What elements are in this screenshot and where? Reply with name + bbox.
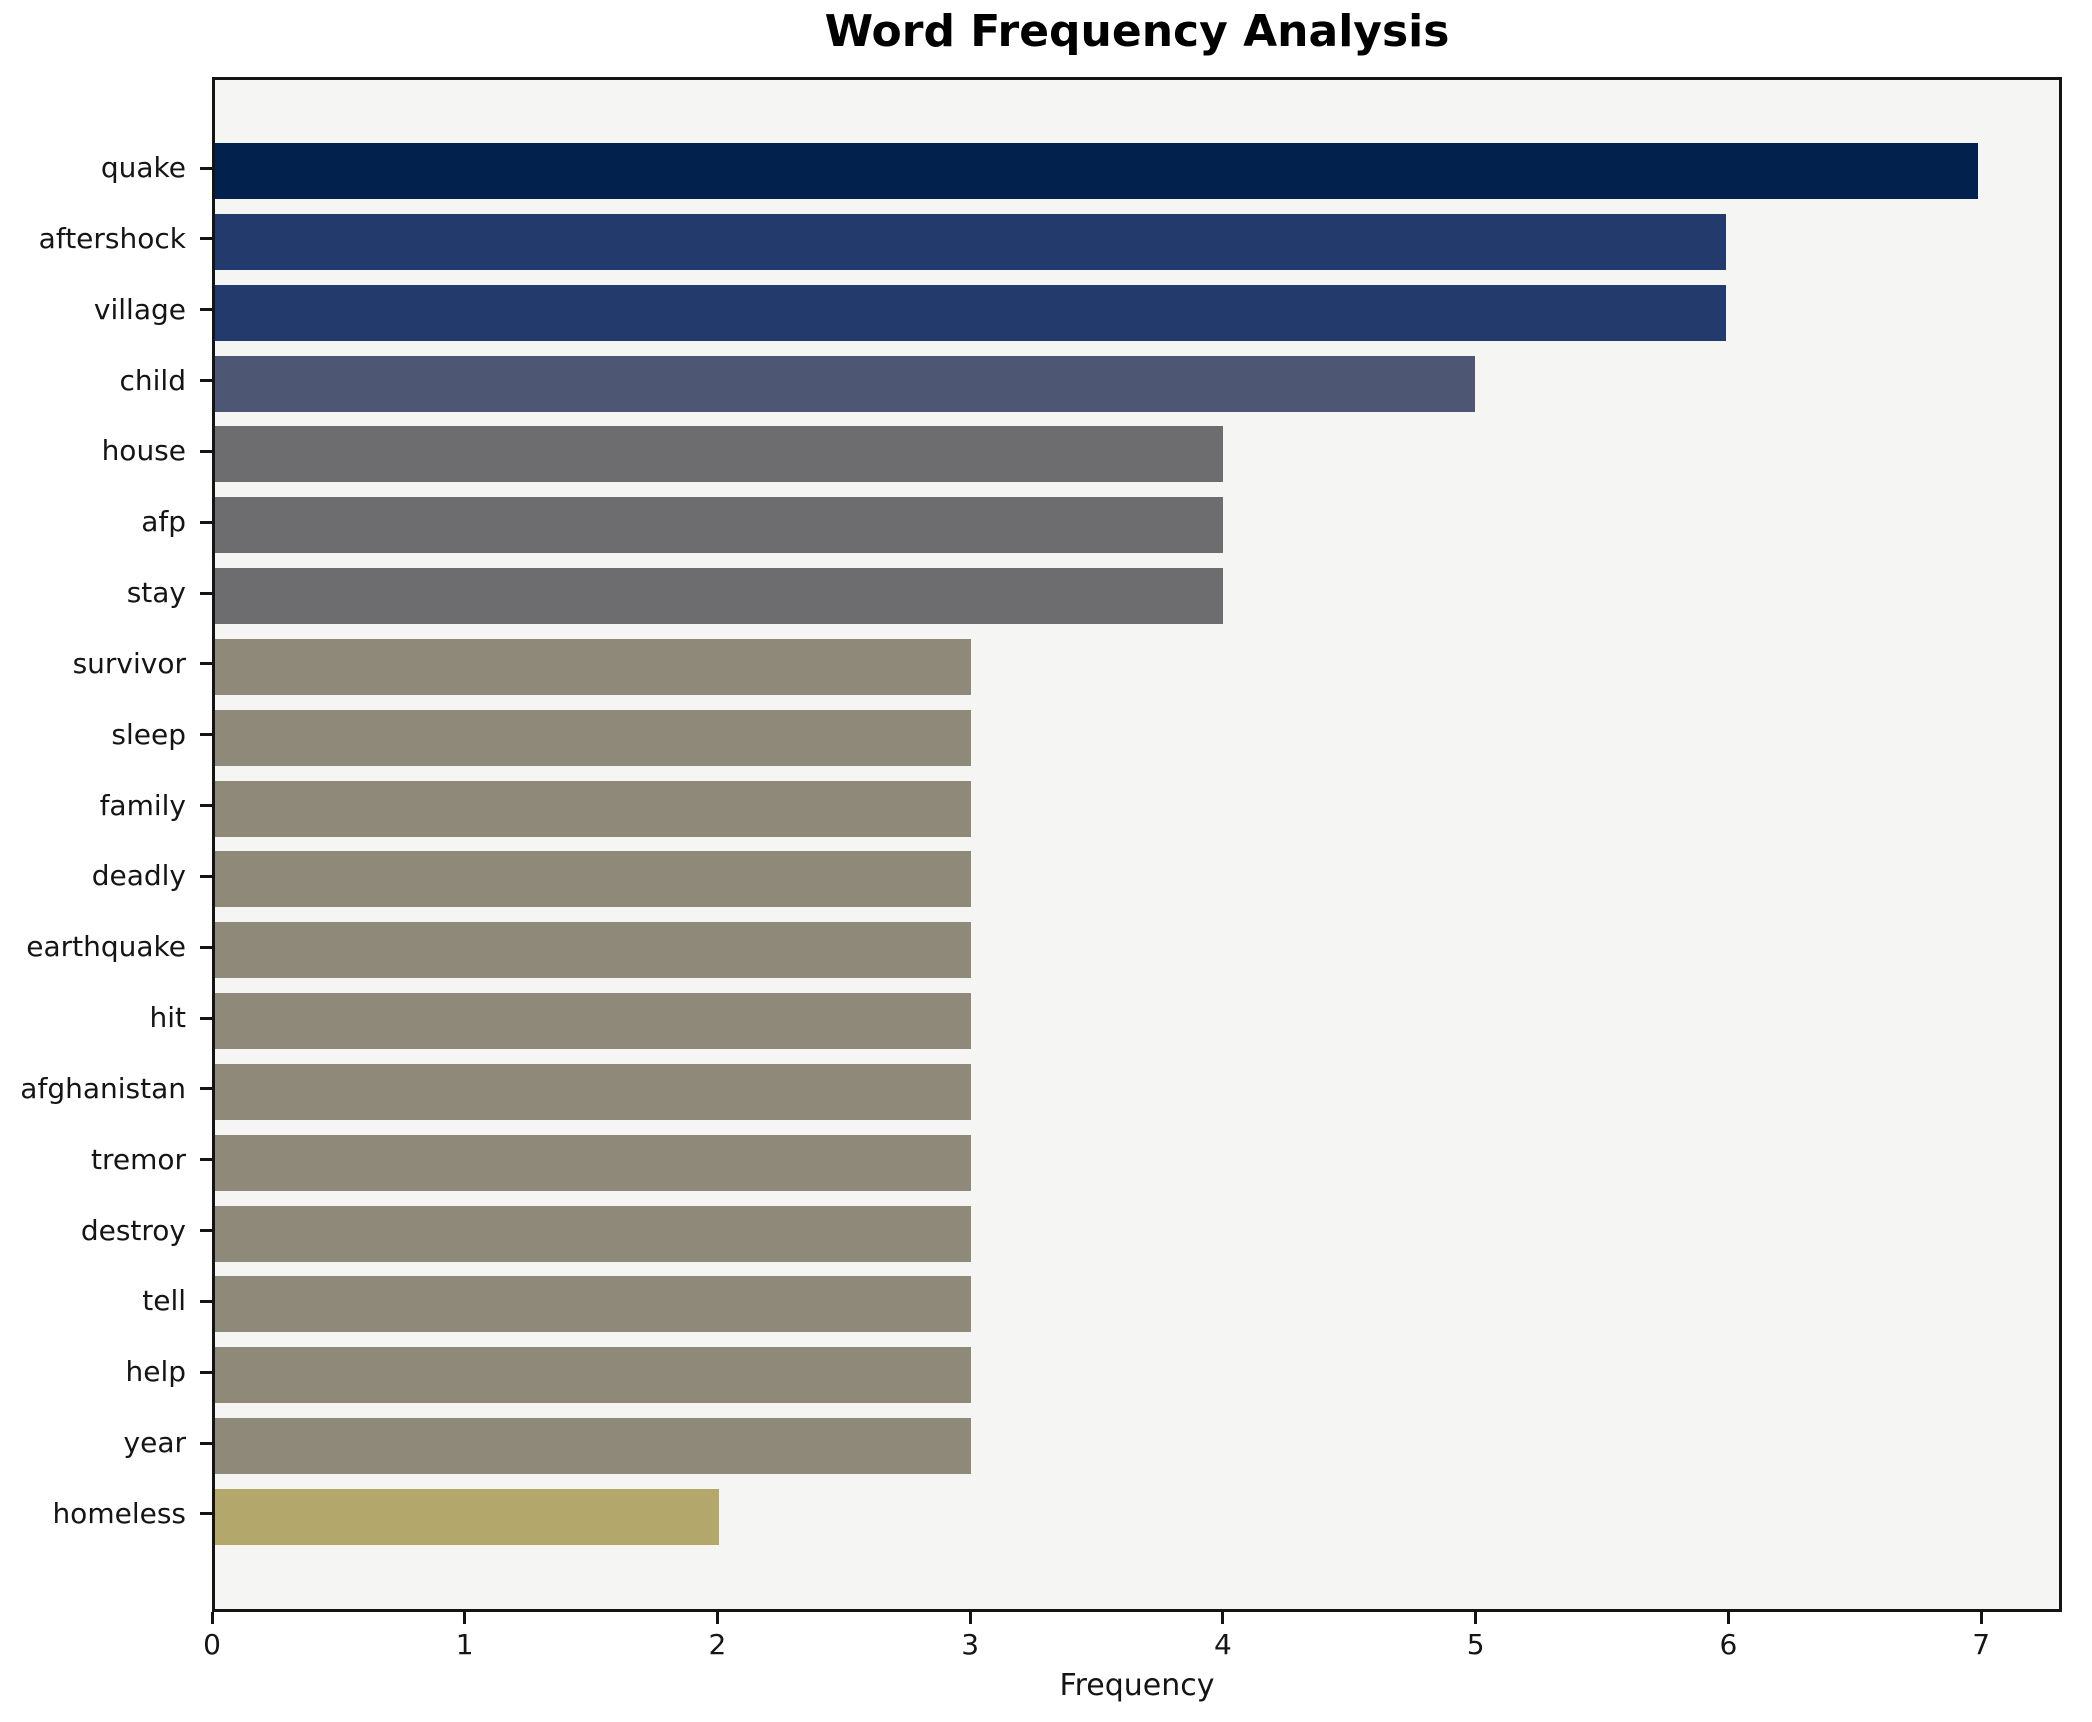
x-tick-label: 6 bbox=[1719, 1628, 1738, 1661]
y-label-year: year bbox=[123, 1426, 186, 1460]
bar-afp bbox=[215, 497, 1223, 554]
y-tick bbox=[200, 733, 212, 737]
y-tick bbox=[200, 166, 212, 170]
y-tick bbox=[200, 1016, 212, 1020]
bar-hit bbox=[215, 993, 971, 1050]
bar-family bbox=[215, 780, 971, 837]
y-label-tremor: tremor bbox=[90, 1142, 186, 1176]
bar-tell bbox=[215, 1276, 971, 1333]
bar-help bbox=[215, 1347, 971, 1404]
x-tick-label: 0 bbox=[203, 1628, 221, 1661]
y-tick bbox=[200, 308, 212, 312]
y-tick bbox=[200, 945, 212, 949]
plot-area bbox=[212, 77, 2062, 1612]
bar-aftershock bbox=[215, 213, 1727, 270]
y-tick bbox=[200, 449, 212, 453]
y-tick bbox=[200, 520, 212, 524]
y-label-tell: tell bbox=[142, 1284, 186, 1318]
y-tick bbox=[200, 662, 212, 666]
y-label-child: child bbox=[119, 363, 186, 397]
y-tick bbox=[200, 804, 212, 808]
bar-afghanistan bbox=[215, 1063, 971, 1120]
y-label-hit: hit bbox=[149, 1001, 186, 1035]
y-axis-labels: quake aftershock village child house afp stay s… bbox=[0, 77, 212, 1612]
y-label-survivor: survivor bbox=[72, 646, 186, 680]
x-tick-label: 1 bbox=[455, 1628, 474, 1661]
bar-survivor bbox=[215, 638, 971, 695]
x-tick bbox=[1474, 1612, 1478, 1624]
y-label-help: help bbox=[125, 1355, 186, 1389]
y-tick bbox=[200, 379, 212, 383]
y-label-village: village bbox=[93, 292, 186, 326]
bar-quake bbox=[215, 143, 1979, 199]
chart-title: Word Frequency Analysis bbox=[824, 6, 1450, 57]
y-tick bbox=[200, 1087, 212, 1091]
bar-destroy bbox=[215, 1205, 971, 1262]
y-tick bbox=[200, 591, 212, 595]
y-tick bbox=[200, 1299, 212, 1303]
y-label-destroy: destroy bbox=[80, 1213, 186, 1247]
y-label-house: house bbox=[101, 434, 186, 468]
bar-tremor bbox=[215, 1134, 971, 1191]
y-tick bbox=[200, 1229, 212, 1233]
y-label-afghanistan: afghanistan bbox=[20, 1071, 186, 1105]
y-label-aftershock: aftershock bbox=[38, 221, 186, 255]
x-tick bbox=[1979, 1612, 1983, 1624]
y-tick bbox=[200, 1370, 212, 1374]
bar-village bbox=[215, 284, 1727, 341]
bar-stay bbox=[215, 568, 1223, 625]
x-tick-label: 4 bbox=[1214, 1628, 1232, 1661]
y-tick bbox=[200, 237, 212, 241]
x-tick bbox=[463, 1612, 467, 1624]
bar-child bbox=[215, 355, 1475, 412]
x-tick bbox=[1726, 1612, 1730, 1624]
x-axis: 0 1 2 3 4 5 6 7 bbox=[203, 1612, 2062, 1682]
y-label-earthquake: earthquake bbox=[26, 930, 186, 964]
x-axis-label: Frequency bbox=[1059, 1668, 1215, 1703]
bar-sleep bbox=[215, 709, 971, 766]
bar-deadly bbox=[215, 851, 971, 908]
y-label-stay: stay bbox=[126, 576, 186, 610]
x-tick-label: 3 bbox=[961, 1628, 980, 1661]
x-tick-label: 5 bbox=[1466, 1628, 1485, 1661]
y-label-family: family bbox=[99, 788, 186, 822]
y-label-sleep: sleep bbox=[111, 717, 186, 751]
bar-year bbox=[215, 1418, 971, 1475]
y-label-homeless: homeless bbox=[52, 1496, 186, 1530]
x-tick bbox=[210, 1612, 214, 1624]
x-tick-label: 7 bbox=[1972, 1628, 1991, 1661]
y-label-deadly: deadly bbox=[91, 859, 186, 893]
x-tick bbox=[715, 1612, 719, 1624]
y-tick bbox=[200, 1441, 212, 1445]
x-tick bbox=[968, 1612, 972, 1624]
bar-earthquake bbox=[215, 922, 971, 979]
y-label-quake: quake bbox=[100, 151, 186, 184]
y-label-afp: afp bbox=[141, 505, 186, 539]
y-tick bbox=[200, 874, 212, 878]
y-tick bbox=[200, 1512, 212, 1516]
bar-house bbox=[215, 426, 1223, 483]
y-tick bbox=[200, 1158, 212, 1162]
x-tick bbox=[1221, 1612, 1225, 1624]
x-tick-label: 2 bbox=[708, 1628, 727, 1661]
bar-homeless bbox=[215, 1488, 719, 1545]
